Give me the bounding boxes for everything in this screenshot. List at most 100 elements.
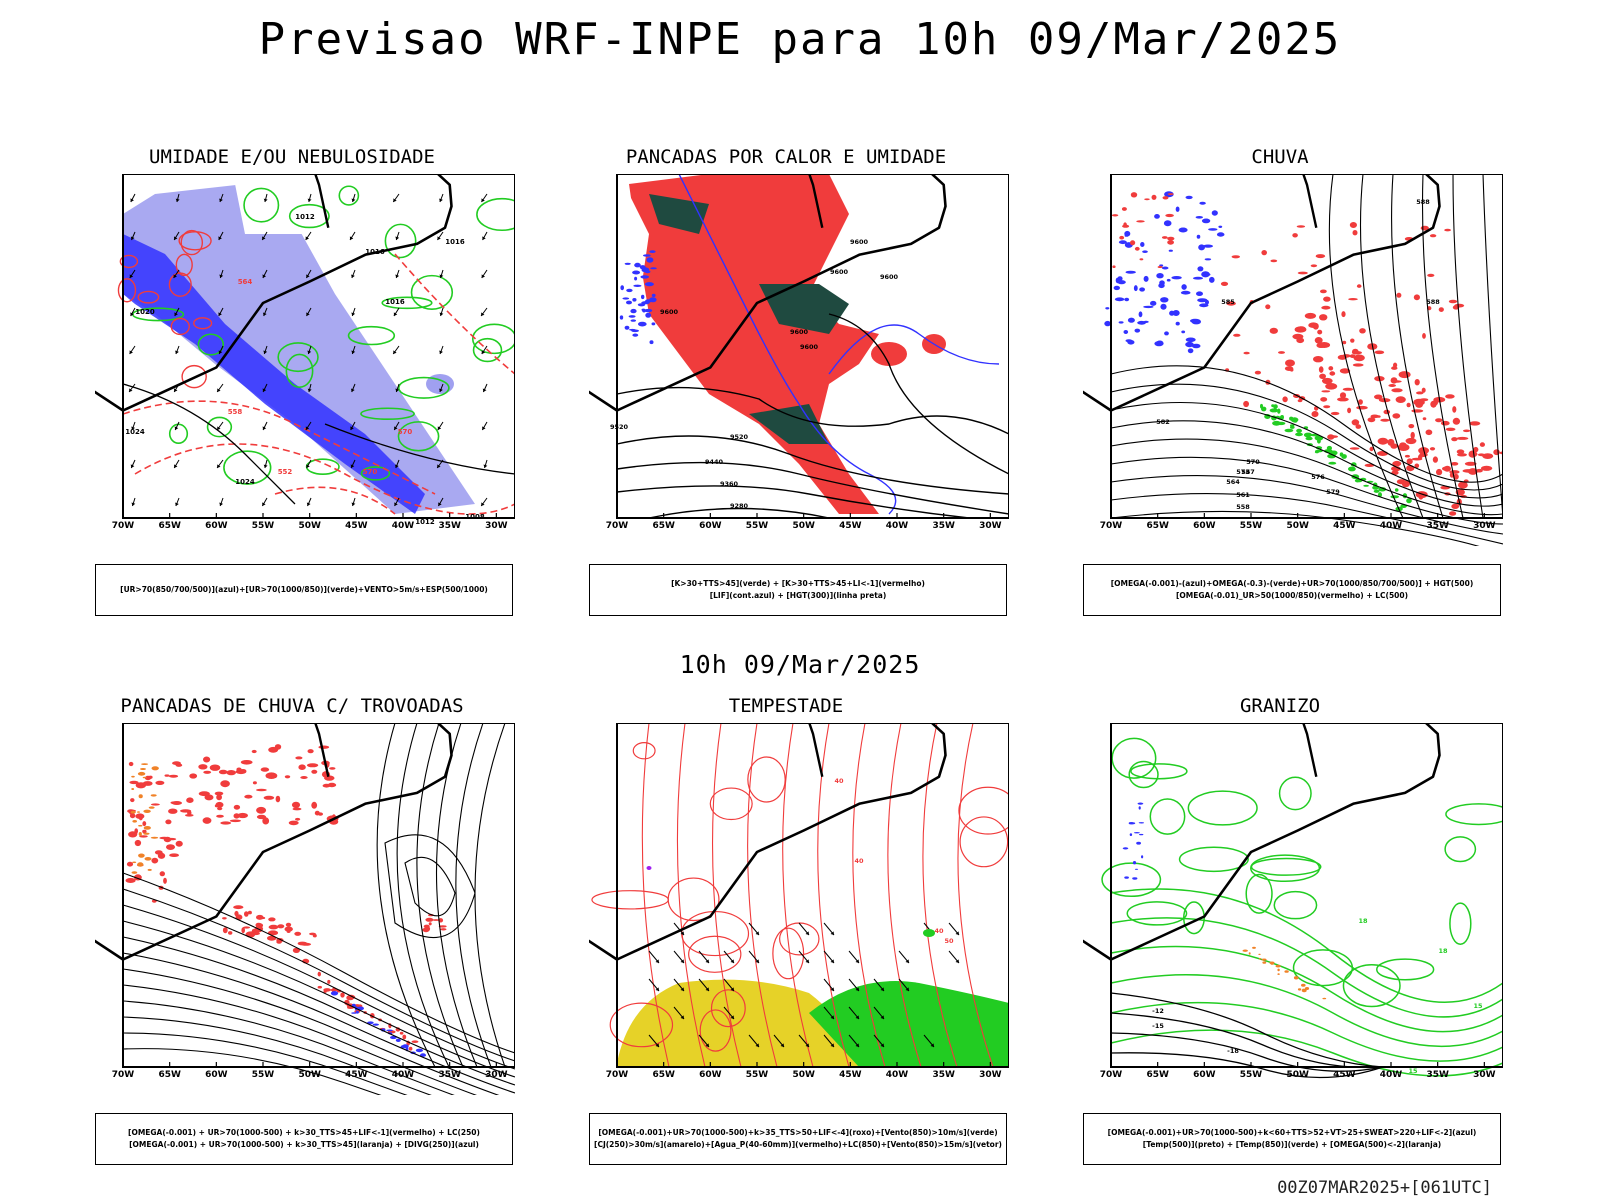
lif-blue-area <box>624 262 631 265</box>
omega-orange-area <box>1301 983 1306 987</box>
rain-red-area <box>1130 192 1138 198</box>
omega-blue-area <box>1218 225 1223 228</box>
omega-blue-area <box>1133 285 1138 292</box>
rain-red-area <box>1134 246 1140 251</box>
omega-orange-area <box>1262 961 1267 964</box>
map-tempestade[interactable]: 4040405012S15S18S21S24S27S30S33S36S39S42… <box>513 357 1018 1095</box>
rain-red-area <box>1411 409 1424 413</box>
wind-vector-head <box>262 274 267 278</box>
panel-chuva: CHUVA 588 585 588 582 579 576 573 570 567 564 561 5… <box>1007 0 1508 646</box>
red-contour <box>137 290 160 304</box>
rain-red-area <box>1452 406 1457 413</box>
omega-blue-area <box>1198 244 1205 251</box>
wind-vector-head <box>655 959 659 963</box>
thunder-red-area <box>135 783 143 787</box>
rain-green-band <box>1304 433 1312 438</box>
legend-box: [OMEGA(-0.001)+UR>70(1000-500)+k>35_TTS>… <box>589 1113 1007 1165</box>
contour-label: 1024 <box>235 478 255 486</box>
red-contour <box>117 278 137 303</box>
rain-red-area <box>1406 402 1411 408</box>
wind-vector-head <box>439 198 443 202</box>
rain-red-area <box>1390 377 1398 384</box>
thunder-red-area <box>247 910 252 915</box>
omega-blue-area <box>1160 303 1167 310</box>
green-contour <box>305 458 340 476</box>
omega-blue-area <box>1161 266 1169 270</box>
omega-blue-area <box>1175 206 1180 212</box>
rain-red-area <box>1452 417 1461 425</box>
thunder-red-area <box>327 979 331 984</box>
rain-red-area <box>1405 437 1417 445</box>
water-red-contour <box>699 1009 732 1052</box>
coastline <box>1007 366 1441 961</box>
storm-purple-area <box>646 866 652 870</box>
rain-red-area <box>1297 399 1303 403</box>
map-svg: 58858558858257957657357056756456155812S1… <box>1007 0 1508 555</box>
streamline <box>122 1016 516 1126</box>
temp850-green-contour <box>1110 1029 1504 1077</box>
contour-label: 570 <box>1246 458 1260 466</box>
rain-red-area <box>1289 368 1294 372</box>
wind-vector-head <box>655 987 659 991</box>
wind-vector-head <box>262 502 266 506</box>
hgt-contour <box>616 461 1010 515</box>
wind-vector-head <box>481 502 485 506</box>
hail-blue-area <box>1138 806 1141 810</box>
rain-red-area <box>1355 424 1362 429</box>
lon-label: 30W <box>485 521 508 531</box>
wind-vector-head <box>805 931 809 935</box>
map-pancadas-calor[interactable]: 9600 9600 9600 9600 9600 9600 9520 9520 9440 9360… <box>513 0 1010 546</box>
water-red-contour <box>609 1002 674 1048</box>
wind-vector-head <box>129 350 133 354</box>
map-umidade[interactable]: 1012 1016 1016 1016 1020 1024 1024 1008 1012 570 5… <box>19 0 528 546</box>
rain-red-area <box>1329 371 1336 376</box>
omega-blue-area <box>1160 297 1169 303</box>
panel-title: PANCADAS DE CHUVA C/ TROVOADAS <box>120 695 464 717</box>
wind-vector-head <box>394 426 398 430</box>
rain-red-area <box>1451 437 1458 442</box>
rain-red-area <box>1308 322 1319 328</box>
lon-label: 35W <box>438 1070 461 1080</box>
omega-blue-area <box>1192 276 1204 280</box>
wind-vector-head <box>350 464 355 468</box>
lon-label: 50W <box>298 1070 321 1080</box>
wind-vector-head <box>730 959 734 963</box>
water-red-contour <box>922 722 958 1068</box>
wind-vector-head <box>351 274 355 278</box>
wind-vector-head <box>439 312 444 316</box>
rain-red-area <box>1167 193 1174 196</box>
hgt-contour <box>828 313 1010 475</box>
thunder-orange-area <box>137 862 144 867</box>
rain-red-area <box>1339 392 1347 399</box>
green-contour <box>384 223 417 259</box>
convective-green-area <box>749 404 829 444</box>
thunder-red-area <box>317 985 322 989</box>
rain-red-area <box>1243 400 1249 408</box>
wind-vector-head <box>680 1015 684 1019</box>
streamline <box>122 952 516 1094</box>
hail-blue-area <box>1129 833 1133 836</box>
rain-red-area <box>1383 409 1391 415</box>
thunder-red-area <box>203 756 211 763</box>
map-trovoadas[interactable]: 12S15S18S21S24S27S30S33S36S39S42S70W65W6… <box>18 357 516 1142</box>
streamline <box>384 834 476 938</box>
wind-vector-head <box>680 931 684 935</box>
thunder-red-area <box>139 835 148 838</box>
wind-vector-head <box>755 1043 759 1047</box>
map-granizo[interactable]: -12-15-181518151812S15S18S21S24S27S30S33… <box>1007 357 1513 1095</box>
lon-label: 60W <box>699 1070 722 1080</box>
water-red-contour <box>772 927 805 980</box>
omega-blue-area <box>1150 300 1157 306</box>
thunder-red-area <box>428 922 432 926</box>
wind-vector-head <box>905 959 909 963</box>
wind-vector-head <box>855 1015 859 1019</box>
rain-red-area <box>1311 411 1319 418</box>
thunder-red-area <box>129 780 139 785</box>
thunder-orange-area <box>144 857 152 861</box>
thunder-red-area <box>311 801 318 809</box>
thunder-red-area <box>186 797 194 803</box>
map-chuva[interactable]: 58858558858257957657357056756456155812S1… <box>1007 0 1508 555</box>
thunder-red-area <box>125 878 136 883</box>
wind-vector-head <box>306 312 310 316</box>
wind-vector-head <box>351 198 356 202</box>
